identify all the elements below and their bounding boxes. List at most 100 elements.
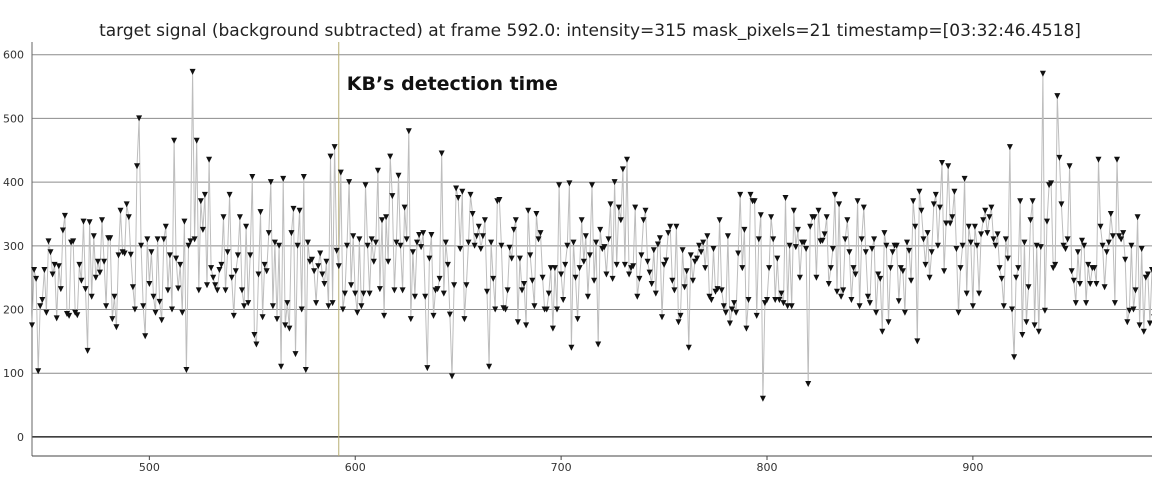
data-point	[99, 217, 105, 224]
data-point	[481, 217, 488, 224]
data-point	[1097, 223, 1104, 230]
data-point	[160, 236, 167, 243]
annotation-layer: KB’s detection time	[347, 73, 558, 95]
data-point	[265, 230, 272, 237]
data-point	[251, 332, 258, 338]
data-point	[869, 246, 875, 252]
data-point	[461, 316, 468, 323]
data-point	[601, 244, 608, 251]
data-point	[675, 319, 682, 326]
data-point	[115, 252, 122, 259]
data-point	[881, 230, 888, 237]
series-signal	[29, 68, 1152, 402]
data-point	[138, 242, 145, 249]
data-point	[426, 255, 433, 262]
data-point	[331, 144, 338, 151]
data-point	[895, 298, 902, 305]
data-point	[1039, 70, 1046, 77]
data-point	[704, 233, 711, 240]
data-point	[652, 290, 659, 297]
data-point	[1138, 246, 1145, 252]
data-point	[49, 271, 56, 278]
data-point	[210, 274, 217, 281]
data-point	[514, 319, 521, 326]
x-tick-label-600: 600	[345, 461, 366, 474]
data-point	[619, 166, 626, 173]
data-point	[899, 268, 906, 275]
data-point	[368, 236, 375, 243]
data-point	[634, 293, 641, 300]
data-point	[862, 249, 869, 256]
data-point	[607, 201, 614, 208]
data-point	[504, 287, 511, 294]
x-axis-ticks: 500 600 700 800 900	[139, 456, 983, 474]
data-point	[274, 316, 280, 323]
data-point	[1114, 156, 1120, 163]
data-point	[673, 223, 680, 230]
data-point	[204, 282, 210, 289]
data-point	[527, 252, 534, 259]
data-point	[531, 303, 538, 310]
data-point	[496, 197, 503, 203]
data-point	[136, 115, 143, 122]
data-point	[578, 217, 585, 224]
data-point	[1074, 249, 1081, 256]
data-point	[323, 258, 330, 265]
data-point	[1136, 322, 1143, 329]
data-point	[871, 236, 878, 243]
data-point	[846, 249, 853, 256]
data-point	[1064, 236, 1071, 243]
data-point	[611, 179, 618, 186]
data-point	[387, 153, 394, 160]
data-point	[191, 236, 198, 243]
data-point	[1002, 236, 1009, 243]
data-point	[735, 250, 742, 257]
data-point	[782, 195, 789, 201]
data-point	[257, 209, 264, 216]
data-point	[512, 217, 519, 224]
data-point	[626, 271, 633, 278]
data-point	[613, 261, 620, 268]
data-point	[519, 287, 525, 294]
data-point	[961, 175, 968, 182]
data-point	[974, 242, 980, 249]
data-point	[564, 242, 571, 249]
data-point	[506, 244, 513, 251]
data-point	[150, 293, 157, 300]
data-point	[1126, 307, 1133, 314]
data-point	[566, 180, 573, 187]
data-point	[131, 306, 138, 313]
data-point	[37, 303, 44, 310]
data-point	[440, 290, 447, 297]
data-point	[78, 277, 85, 284]
data-point	[667, 223, 674, 230]
data-point	[90, 233, 97, 240]
data-point	[212, 282, 219, 289]
data-point	[636, 275, 643, 282]
data-point	[638, 252, 645, 259]
data-point	[329, 300, 336, 307]
data-point	[669, 277, 676, 284]
data-point	[166, 252, 173, 259]
data-point	[80, 218, 87, 225]
data-point	[556, 182, 563, 189]
data-point	[241, 303, 248, 310]
data-point	[259, 314, 266, 321]
data-point	[792, 244, 799, 251]
data-point	[770, 236, 777, 243]
data-point	[76, 261, 83, 268]
data-point	[609, 275, 616, 282]
data-point	[239, 287, 245, 294]
data-point	[294, 242, 301, 249]
data-point	[1087, 281, 1094, 287]
data-point	[939, 160, 945, 166]
data-point	[1140, 328, 1147, 335]
data-point	[261, 261, 268, 268]
data-point	[788, 303, 795, 310]
data-point	[327, 153, 334, 160]
data-point	[729, 306, 735, 313]
data-point	[282, 322, 289, 329]
data-point	[269, 303, 276, 310]
data-point	[414, 239, 420, 246]
